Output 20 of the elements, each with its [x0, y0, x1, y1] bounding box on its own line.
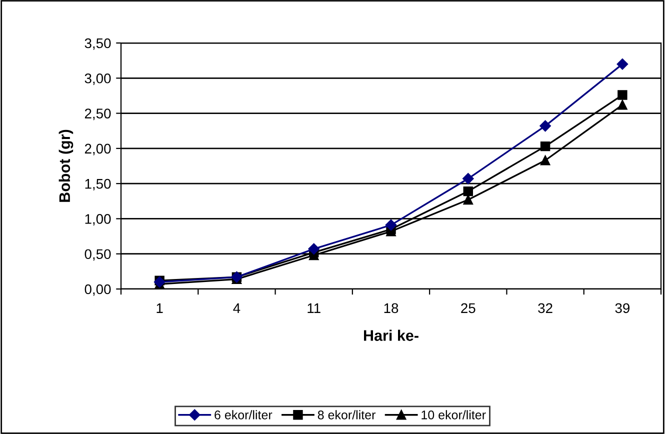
y-tick-label: 1,50 [85, 178, 111, 190]
x-tick-label: 11 [308, 303, 320, 313]
y-tick-label: 3,50 [84, 38, 111, 50]
x-tick-label: 18 [384, 303, 398, 314]
x-tick-label: 25 [461, 303, 476, 314]
legend-label: 8 ekor/liter [318, 410, 376, 420]
y-axis-title: Bobot (gr) [58, 130, 74, 202]
y-tick-label: 2,50 [84, 108, 111, 120]
x-tick-label: 32 [538, 303, 552, 314]
legend-label: 6 ekor/liter [214, 410, 272, 420]
y-tick-label: 1,00 [85, 214, 111, 226]
legend-label: 10 ekor/liter [422, 410, 486, 420]
y-tick-label: 3,00 [84, 73, 111, 85]
y-tick-label: 0,50 [84, 249, 111, 261]
x-tick-label: 39 [615, 303, 630, 314]
y-tick-label: 2,00 [84, 144, 111, 156]
x-tick-label: 1 [156, 303, 163, 313]
x-tick-label: 4 [233, 303, 240, 313]
y-tick-label: 0,00 [84, 284, 111, 296]
x-axis-title: Hari ke- [364, 330, 418, 341]
